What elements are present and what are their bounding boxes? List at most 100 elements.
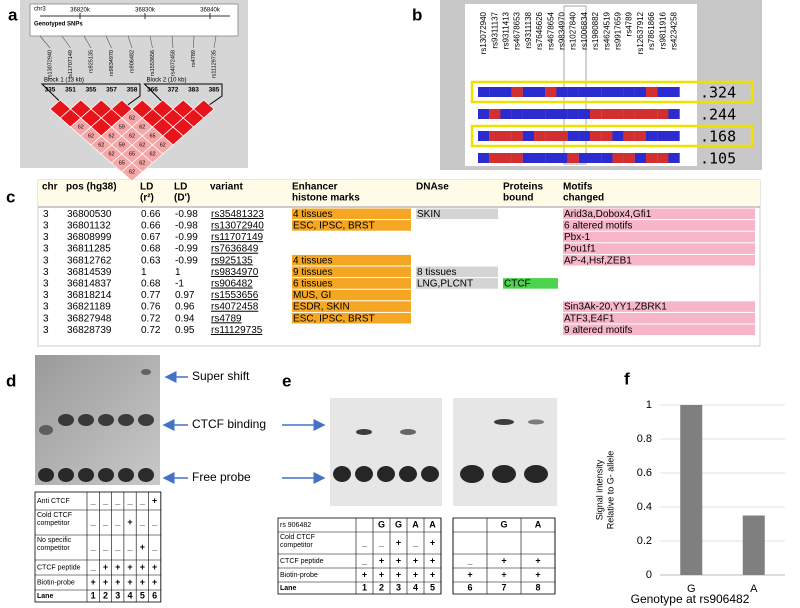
table-cell: 9 altered motifs	[564, 325, 632, 336]
table-header: Motifs	[563, 182, 593, 193]
allele	[612, 153, 624, 163]
ld-value: 62	[149, 151, 155, 157]
allele	[478, 109, 490, 119]
gel-band	[492, 465, 516, 483]
table-cell: 4 tissues	[293, 209, 332, 220]
y-tick-label: 1	[646, 399, 652, 411]
allele	[668, 131, 680, 141]
panel-label: e	[282, 371, 291, 390]
table-cell: 36821189	[67, 302, 111, 313]
cell-mark: +	[127, 517, 132, 527]
gel-band	[78, 414, 94, 426]
row-label: competitor	[37, 520, 70, 527]
cell-mark: _	[378, 537, 385, 547]
cell-fill	[292, 254, 411, 266]
table-cell: 36827948	[67, 313, 112, 324]
table-cell: 36828739	[67, 325, 112, 336]
cell-mark: _	[151, 542, 158, 552]
allele	[567, 153, 579, 163]
y-tick-label: 0.6	[637, 467, 652, 479]
allele	[634, 109, 647, 119]
cell-mark: +	[140, 577, 145, 587]
y-tick-label: 0.4	[637, 501, 652, 513]
table-cell: ESC, IPSC, BRST	[293, 221, 375, 232]
table-cell: 0.63	[141, 255, 161, 266]
snp-label: rs11707149	[68, 50, 74, 79]
cell-mark: +	[152, 562, 157, 572]
cell-mark: +	[430, 569, 435, 579]
cell-mark: +	[152, 577, 157, 587]
cell-fill	[292, 289, 411, 301]
allele	[478, 131, 490, 141]
allele	[511, 131, 523, 141]
snp-label: rs4234258	[670, 11, 679, 49]
allele	[500, 109, 512, 119]
block-marker: 385	[209, 87, 220, 94]
allele	[623, 87, 635, 97]
allele	[646, 109, 658, 119]
table-cell: ESDR, SKIN	[293, 302, 350, 313]
allele	[534, 153, 546, 163]
table-cell: 9 tissues	[293, 267, 332, 278]
snp-label: rs4678654	[546, 11, 555, 49]
table-cell: -1	[175, 279, 184, 290]
allele	[646, 131, 658, 141]
row-label: Cold CTCF	[37, 512, 72, 519]
snp-connector	[193, 35, 195, 49]
snp-connector	[83, 35, 92, 49]
cell-mark: +	[396, 555, 401, 565]
table-cell: 0.72	[141, 313, 161, 324]
allele	[534, 87, 546, 97]
table-cell: 3	[43, 325, 49, 336]
gel-band	[58, 414, 74, 426]
snp-connector	[61, 35, 71, 49]
table-cell: 6 altered motifs	[564, 221, 632, 232]
track-box	[29, 3, 239, 37]
allele	[612, 87, 624, 97]
gel-band	[333, 466, 351, 482]
table-header: pos (hg38)	[66, 182, 117, 193]
ld-value: 62	[139, 124, 145, 130]
cell-mark: 6	[152, 590, 157, 600]
table-cell: 3	[43, 290, 49, 301]
allele	[522, 109, 535, 119]
snp-label: rs4072458	[170, 50, 176, 76]
table-cell: rs1553656	[211, 290, 259, 301]
block-marker: 335	[45, 87, 56, 94]
table-cell: Sin3Ak-20,YY1,ZBRK1	[564, 302, 667, 313]
block-marker: 357	[106, 87, 117, 94]
cell-mark: 4	[413, 582, 418, 592]
ld-value: 62	[129, 133, 135, 139]
table-cell: ESC, IPSC, BRST	[293, 313, 375, 324]
allele	[545, 153, 557, 163]
table-cell: CTCF	[504, 279, 531, 290]
row-label: rs 906482	[280, 522, 311, 529]
cell-mark: A	[412, 519, 419, 529]
cell-mark: 5	[430, 582, 435, 592]
cell-mark: 2	[379, 582, 384, 592]
allele	[657, 109, 669, 119]
snp-label: rs4789	[191, 50, 197, 67]
cell-mark: G	[500, 519, 507, 529]
ld-value: 65	[149, 133, 155, 139]
table-cell: rs35481323	[211, 209, 264, 220]
cell-mark: _	[90, 542, 97, 552]
gel-band	[400, 429, 416, 435]
snp-label: rs906482	[129, 50, 135, 73]
allele	[590, 87, 602, 97]
gel-band	[138, 414, 154, 426]
cell-mark: 1	[362, 582, 367, 592]
gel-band	[118, 468, 134, 482]
cell-mark: 3	[115, 590, 120, 600]
position-label: 36840k	[200, 8, 221, 14]
cell-fill	[563, 254, 755, 266]
allele	[489, 87, 501, 97]
snp-label: rs7646626	[535, 11, 544, 49]
x-axis-title: Genotype at rs906482	[631, 592, 750, 606]
snp-label: rs4678653	[513, 11, 522, 49]
allele	[634, 87, 647, 97]
allele	[590, 131, 602, 141]
ld-value: 62	[160, 142, 166, 148]
allele	[578, 87, 591, 97]
row-label: competitor	[280, 542, 313, 549]
